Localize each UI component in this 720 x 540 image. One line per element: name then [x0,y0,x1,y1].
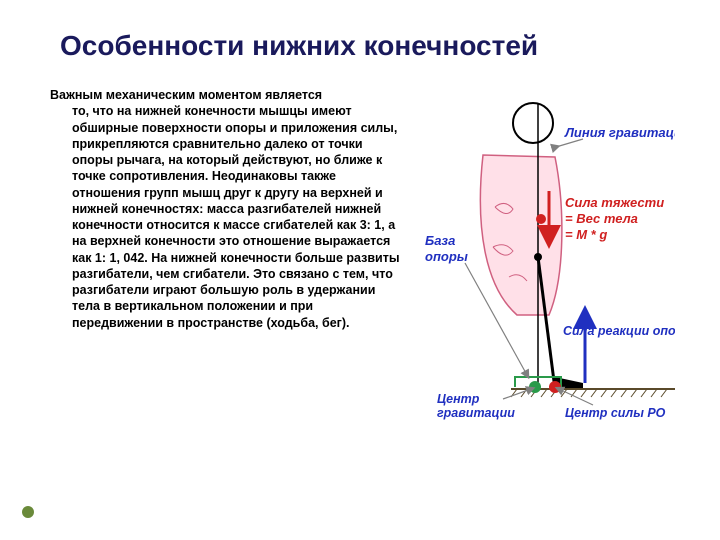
svg-text:Сила тяжести: Сила тяжести [565,195,664,210]
body-paragraph: Важным механическим моментом является то… [50,87,405,331]
body-rest: то, что на нижней конечности мышцы имеют… [50,103,405,331]
svg-text:Сила реакции опоры: Сила реакции опоры [563,324,675,338]
svg-text:= Вес тела: = Вес тела [565,211,638,226]
diagram-svg: Линия гравитации Базаопоры Сила тяжести= В… [415,87,675,427]
diagram: Линия гравитации Базаопоры Сила тяжести= В… [415,87,675,427]
text-column: Важным механическим моментом является то… [50,87,405,427]
svg-text:База: База [425,233,455,248]
body-lead: Важным механическим моментом является [50,88,322,102]
svg-text:Центр силы РО: Центр силы РО [565,406,666,420]
content-row: Важным механическим моментом является то… [50,87,680,427]
svg-text:Линия гравитации: Линия гравитации [564,125,675,140]
svg-text:Центр: Центр [437,392,480,406]
slide-bullet-icon [22,506,34,518]
svg-text:гравитации: гравитации [437,406,515,420]
svg-text:опоры: опоры [425,249,468,264]
slide-title: Особенности нижних конечностей [60,30,680,62]
svg-text:= M * g: = M * g [565,227,607,242]
